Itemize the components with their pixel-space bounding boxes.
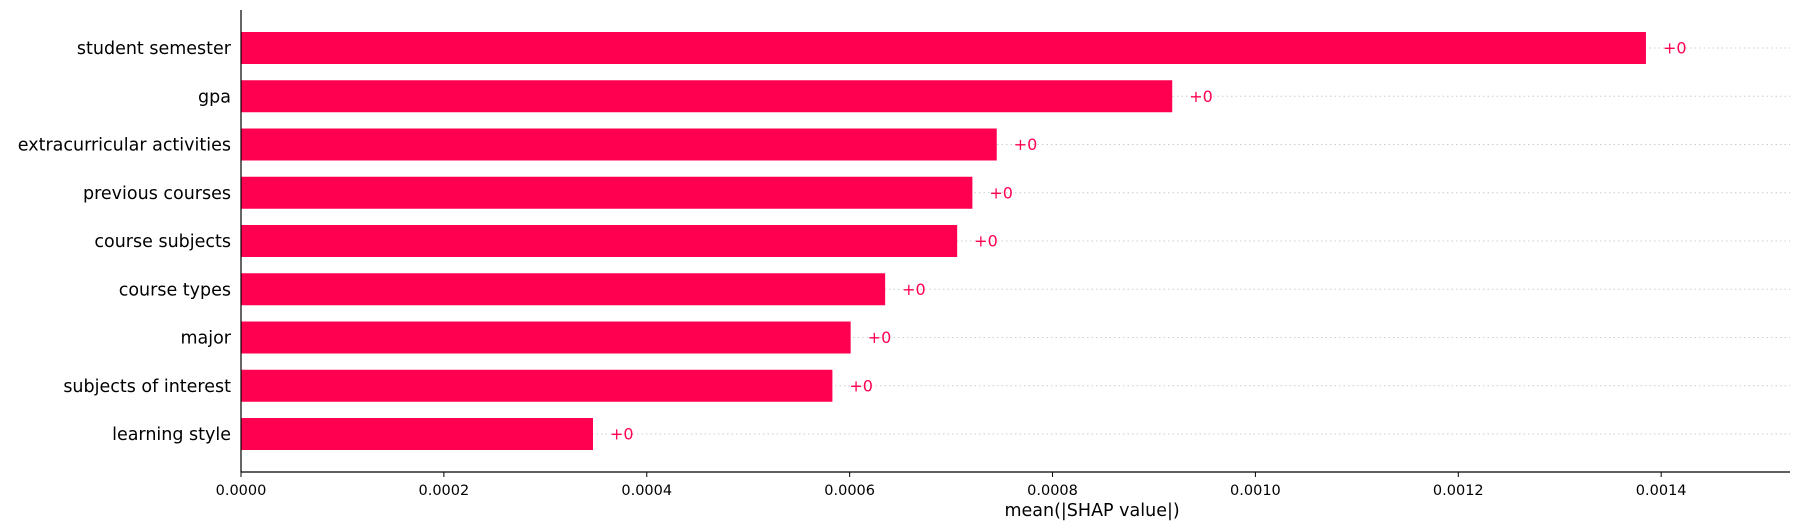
bars <box>241 32 1646 450</box>
x-tick-label: 0.0012 <box>1433 483 1484 499</box>
bar <box>241 128 997 161</box>
category-label: major <box>180 329 231 349</box>
data-label: +0 <box>610 425 634 444</box>
bar <box>241 176 973 209</box>
bar <box>241 273 886 306</box>
bar <box>241 225 958 257</box>
data-label: +0 <box>1189 87 1213 106</box>
x-tick-label: 0.0008 <box>1027 483 1078 499</box>
data-label: +0 <box>989 183 1013 202</box>
category-label: previous courses <box>83 184 231 204</box>
x-tick-label: 0.0006 <box>824 483 875 499</box>
x-tick-label: 0.0014 <box>1636 483 1687 499</box>
bar <box>241 80 1173 113</box>
x-axis-title: mean(|SHAP value|) <box>1004 501 1179 521</box>
category-label: course types <box>119 280 231 300</box>
x-tick-label: 0.0004 <box>621 483 672 499</box>
data-label: +0 <box>974 232 998 251</box>
category-labels: student semester gpa extracurricular activ… <box>18 39 232 445</box>
x-tick-label: 0.0010 <box>1230 483 1281 499</box>
x-tick-label: 0.0002 <box>419 483 470 499</box>
axes <box>240 10 1790 473</box>
data-label: +0 <box>849 376 873 395</box>
category-label: subjects of interest <box>63 377 231 397</box>
data-label: +0 <box>868 328 892 347</box>
bar <box>241 32 1646 64</box>
category-label: learning style <box>112 425 231 445</box>
category-label: gpa <box>198 87 231 107</box>
value-labels: +0 +0 +0 +0 +0 +0 +0 +0 +0 <box>610 39 1687 444</box>
data-label: +0 <box>902 280 926 299</box>
data-label: +0 <box>1014 135 1038 154</box>
bar <box>241 369 833 402</box>
category-label: course subjects <box>94 232 231 252</box>
x-axis-ticks: 0.0000 0.0002 0.0004 0.0006 0.0008 0.0010 0.00… <box>216 472 1687 499</box>
category-label: extracurricular activities <box>18 136 231 156</box>
bar <box>241 321 851 354</box>
data-label: +0 <box>1663 39 1687 58</box>
x-tick-label: 0.0000 <box>216 483 267 499</box>
bar <box>241 418 593 450</box>
category-label: student semester <box>77 39 232 59</box>
